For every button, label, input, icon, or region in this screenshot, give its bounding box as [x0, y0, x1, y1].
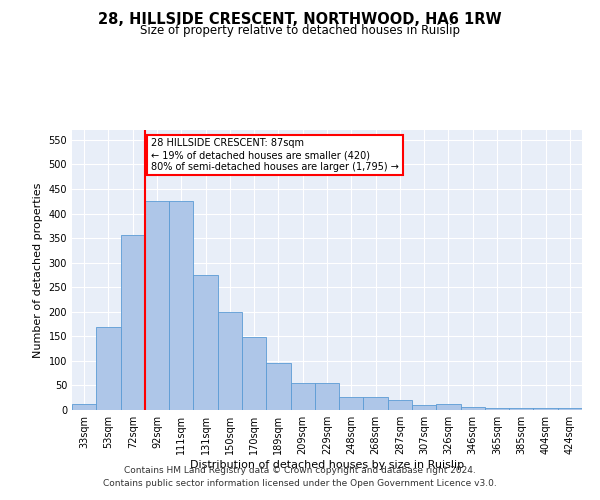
Bar	[558, 408, 582, 410]
Bar	[364, 396, 388, 410]
Text: 28 HILLSIDE CRESCENT: 87sqm
← 19% of detached houses are smaller (420)
80% of se: 28 HILLSIDE CRESCENT: 87sqm ← 19% of det…	[151, 138, 399, 172]
Bar	[388, 400, 412, 410]
Bar	[72, 404, 96, 410]
Bar	[315, 383, 339, 410]
Bar	[96, 328, 121, 410]
Text: 28, HILLSIDE CRESCENT, NORTHWOOD, HA6 1RW: 28, HILLSIDE CRESCENT, NORTHWOOD, HA6 1R…	[98, 12, 502, 28]
Bar	[339, 396, 364, 410]
Bar	[436, 404, 461, 410]
Bar	[485, 408, 509, 410]
Bar	[412, 404, 436, 410]
Bar	[533, 408, 558, 410]
Bar	[290, 383, 315, 410]
Bar	[121, 234, 145, 410]
Bar	[242, 338, 266, 410]
Bar	[461, 406, 485, 410]
Y-axis label: Number of detached properties: Number of detached properties	[33, 182, 43, 358]
Bar	[266, 363, 290, 410]
Bar	[169, 201, 193, 410]
X-axis label: Distribution of detached houses by size in Ruislip: Distribution of detached houses by size …	[190, 460, 464, 470]
Bar	[145, 201, 169, 410]
Bar	[509, 408, 533, 410]
Text: Size of property relative to detached houses in Ruislip: Size of property relative to detached ho…	[140, 24, 460, 37]
Bar	[193, 275, 218, 410]
Text: Contains HM Land Registry data © Crown copyright and database right 2024.
Contai: Contains HM Land Registry data © Crown c…	[103, 466, 497, 487]
Bar	[218, 312, 242, 410]
